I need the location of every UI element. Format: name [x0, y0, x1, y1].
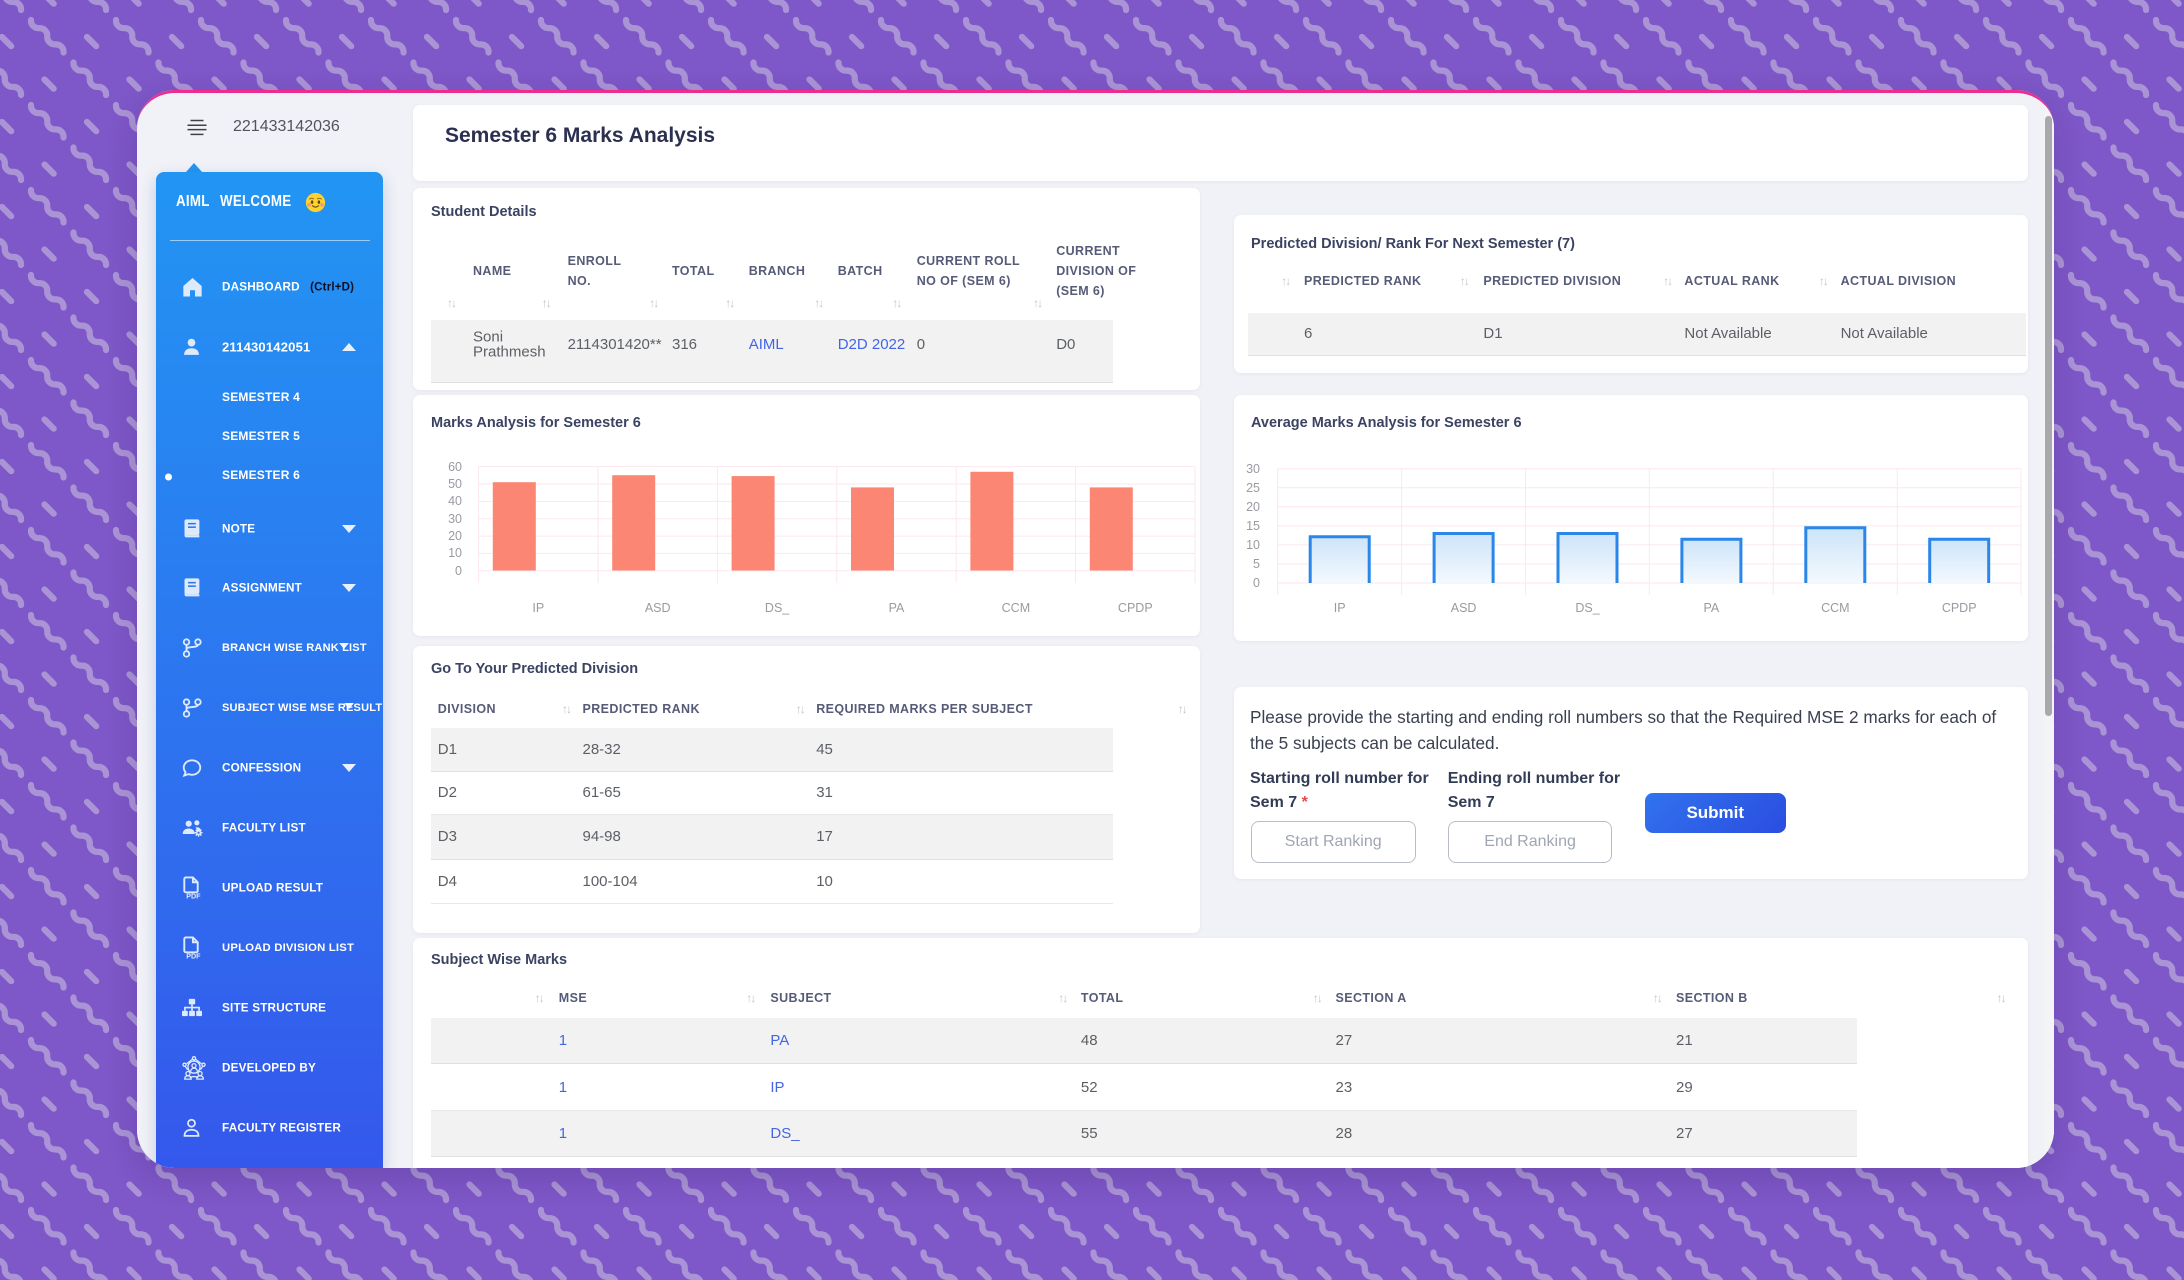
svg-text:PDF: PDF	[186, 893, 201, 900]
svg-text:PDF: PDF	[186, 953, 201, 960]
